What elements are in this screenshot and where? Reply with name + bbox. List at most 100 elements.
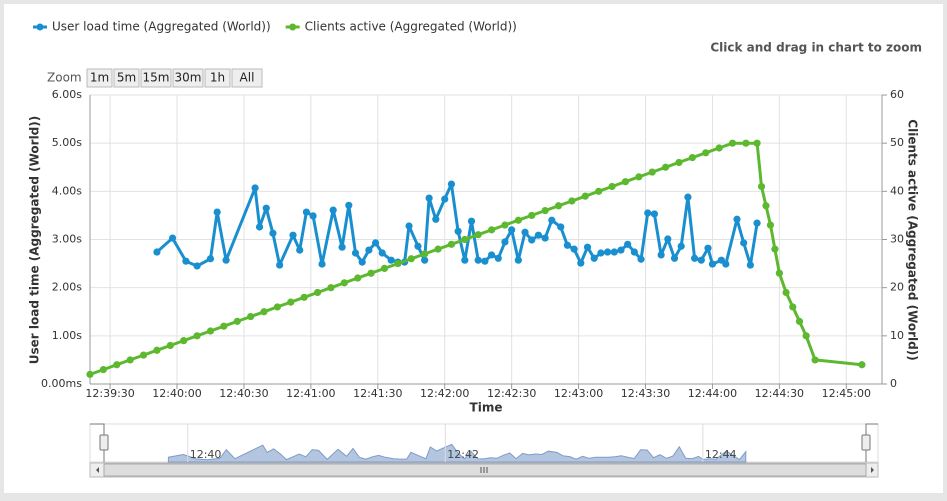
data-point [287, 298, 295, 306]
y-tick-label: 5.00s [52, 136, 82, 149]
data-point [255, 223, 264, 231]
data-point [630, 248, 638, 256]
zoom-button[interactable] [231, 68, 263, 88]
data-point [554, 202, 563, 210]
zoom-button[interactable] [140, 68, 172, 88]
x-axis-title: Time [470, 401, 503, 415]
data-point [441, 195, 449, 203]
data-point [728, 139, 737, 147]
x-tick-label: 12:40:00 [152, 387, 201, 400]
data-point [233, 317, 241, 325]
zoom-button[interactable] [204, 68, 231, 88]
data-point [766, 221, 775, 229]
data-point [309, 212, 317, 220]
data-point [610, 248, 618, 256]
data-point [771, 245, 779, 253]
legend-label: Clients active (Aggregated (World)) [305, 20, 517, 34]
y-tick-label: 2.00s [52, 281, 82, 294]
data-point [648, 168, 656, 176]
data-point [318, 260, 326, 268]
data-point [795, 317, 804, 325]
x-tick-label: 12:39:30 [85, 387, 134, 400]
subtitle: Click and drag in chart to zoom [710, 41, 922, 55]
navigator-tick-label: 12:44 [705, 448, 737, 461]
zoom-button[interactable] [172, 68, 204, 88]
data-point [378, 249, 386, 257]
data-point [273, 303, 282, 311]
data-point [746, 261, 754, 269]
data-point [704, 244, 712, 252]
data-point [617, 246, 625, 254]
data-point [715, 144, 723, 152]
data-point [581, 192, 589, 200]
data-point [481, 257, 489, 265]
data-point [193, 262, 201, 270]
y-axis-title: User load time (Aggregated (World)) [28, 116, 42, 364]
x-tick-label: 12:42:00 [420, 387, 469, 400]
data-point [447, 240, 456, 248]
data-point [86, 370, 94, 378]
y2-tick-label: 30 [890, 233, 904, 246]
data-point [782, 288, 790, 297]
legend-label: User load time (Aggregated (World)) [52, 20, 271, 34]
data-point [345, 201, 353, 209]
zoom-button-label: 5m [117, 71, 136, 85]
zoom-button-label: 15m [143, 71, 170, 85]
data-point [487, 226, 496, 234]
data-point [414, 242, 422, 250]
y2-tick-label: 60 [890, 88, 904, 101]
data-point [213, 208, 221, 216]
data-point [501, 221, 509, 229]
data-point [99, 365, 107, 374]
data-point [338, 243, 346, 251]
scroll-right[interactable] [871, 467, 874, 473]
data-point [153, 346, 161, 354]
data-point [474, 231, 482, 239]
data-point [858, 361, 866, 369]
data-point [789, 303, 797, 311]
x-tick-label: 12:41:30 [353, 387, 402, 400]
data-point [421, 250, 429, 258]
y-tick-label: 0.00ms [41, 377, 82, 390]
data-point [568, 197, 576, 205]
data-point [180, 337, 188, 345]
data-point [302, 208, 311, 216]
data-point [722, 260, 730, 268]
data-point [365, 246, 373, 254]
data-point [126, 356, 134, 364]
zoom-button[interactable] [113, 68, 140, 88]
data-point [688, 154, 696, 162]
data-point [514, 256, 522, 264]
navigator-handle[interactable] [99, 434, 109, 451]
data-point [657, 251, 665, 259]
data-point [327, 284, 335, 292]
navigator-handle[interactable] [861, 434, 871, 451]
data-point [394, 259, 402, 268]
navigator-tick-label: 12:42 [447, 448, 479, 461]
y2-tick-label: 40 [890, 184, 904, 197]
data-point [354, 274, 362, 282]
data-point [461, 256, 469, 264]
data-point [405, 222, 413, 230]
data-point [644, 209, 652, 217]
data-point [421, 256, 429, 264]
data-point [702, 149, 710, 157]
zoom-button[interactable] [86, 68, 113, 88]
data-point [139, 351, 148, 359]
zoom-button-label: 1m [90, 71, 109, 85]
x-tick-label: 12:40:30 [219, 387, 268, 400]
data-point [467, 217, 476, 225]
legend-marker [36, 23, 44, 31]
data-point [570, 245, 578, 253]
data-point [447, 180, 456, 188]
scroll-left[interactable] [96, 467, 99, 473]
data-point [690, 254, 699, 262]
data-point [494, 254, 502, 262]
data-point [300, 293, 308, 301]
data-point [557, 223, 565, 231]
y-tick-label: 3.00s [52, 233, 82, 246]
data-point [461, 235, 469, 244]
scrollbar-thumb[interactable] [103, 463, 867, 477]
data-point [635, 173, 643, 181]
